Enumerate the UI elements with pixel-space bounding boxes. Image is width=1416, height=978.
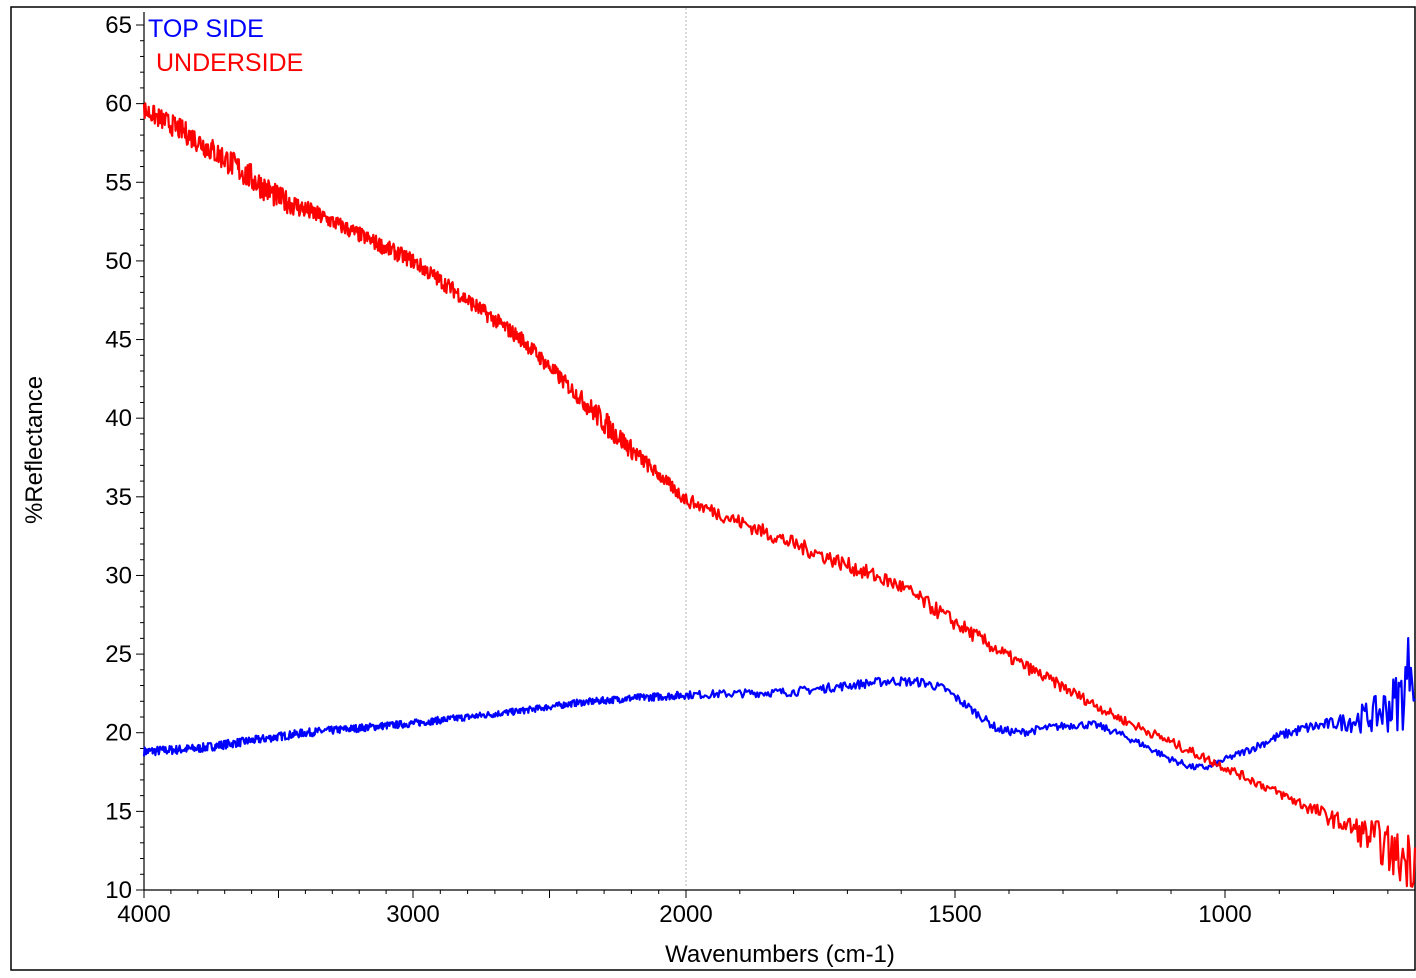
x-tick-label: 1500 [928, 901, 981, 928]
y-tick-label: 50 [105, 248, 132, 275]
x-tick-label: 4000 [117, 901, 170, 928]
legend-entry-underside: UNDERSIDE [156, 49, 303, 77]
y-tick-label: 60 [105, 91, 132, 118]
y-tick-label: 30 [105, 562, 132, 589]
series-line-0 [142, 637, 1416, 771]
legend: TOP SIDE UNDERSIDE [148, 15, 303, 77]
series-line-1 [142, 102, 1416, 888]
x-tick-label: 2000 [659, 901, 712, 928]
x-axis-title: Wavenumbers (cm-1) [665, 941, 895, 968]
y-tick-label: 15 [105, 798, 132, 825]
y-axis: 10 15 20 25 30 35 40 45 50 55 60 65 [105, 12, 145, 904]
y-tick-label: 40 [105, 405, 132, 432]
y-tick-label: 20 [105, 720, 132, 747]
x-tick-label: 1000 [1198, 901, 1251, 928]
legend-entry-top-side: TOP SIDE [148, 15, 264, 43]
y-tick-label: 55 [105, 169, 132, 196]
y-axis-title: %Reflectance [21, 376, 48, 524]
y-tick-label: 35 [105, 484, 132, 511]
y-tick-label: 45 [105, 327, 132, 354]
x-axis: 4000 3000 2000 1500 1000 [117, 889, 1415, 928]
y-tick-label: 10 [105, 877, 132, 904]
x-tick-label: 3000 [386, 901, 439, 928]
y-tick-label: 25 [105, 641, 132, 668]
y-tick-label: 65 [105, 12, 132, 39]
series-layer [142, 102, 1416, 888]
